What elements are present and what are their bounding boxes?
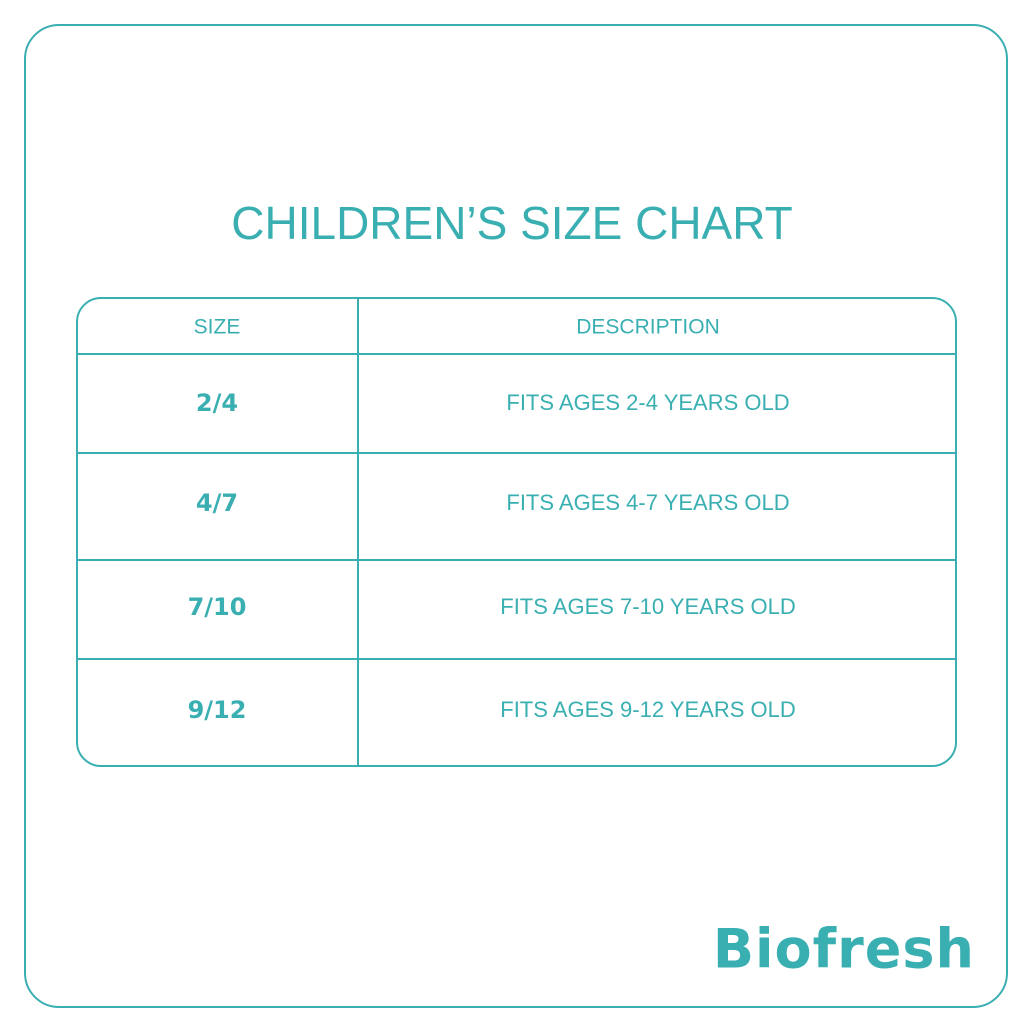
- description-cell: FITS AGES 2-4 YEARS OLD: [506, 390, 789, 415]
- size-cell: 9/12: [188, 696, 247, 724]
- description-cell: FITS AGES 9-12 YEARS OLD: [500, 697, 796, 722]
- size-cell: 7/10: [188, 593, 247, 621]
- description-cell: FITS AGES 4-7 YEARS OLD: [506, 490, 789, 515]
- outer-frame: [24, 24, 1008, 1008]
- table-frame: [76, 297, 957, 767]
- brand-logo: Biofresh: [713, 918, 975, 981]
- size-cell: 4/7: [196, 489, 238, 517]
- column-header: DESCRIPTION: [576, 316, 720, 339]
- column-header: SIZE: [194, 316, 241, 339]
- description-cell: FITS AGES 7-10 YEARS OLD: [500, 594, 796, 619]
- chart-title: CHILDREN’S SIZE CHART: [231, 197, 792, 249]
- size-cell: 2/4: [196, 389, 238, 417]
